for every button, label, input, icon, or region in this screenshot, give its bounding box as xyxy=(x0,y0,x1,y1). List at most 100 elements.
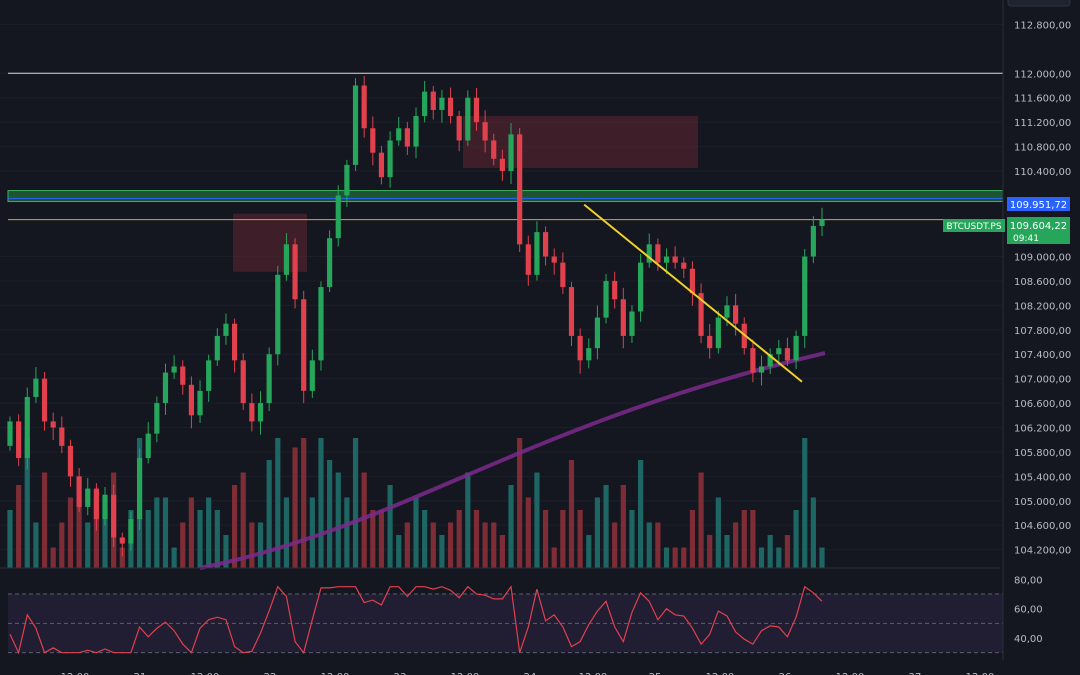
candle-body[interactable] xyxy=(301,299,307,391)
support-band-zone[interactable] xyxy=(7,190,1004,203)
candle-body[interactable] xyxy=(750,348,756,373)
candle-body[interactable] xyxy=(767,354,773,367)
trendline[interactable] xyxy=(583,203,803,383)
candle-body[interactable] xyxy=(352,85,359,165)
candle-body[interactable] xyxy=(793,335,799,361)
candle-body[interactable] xyxy=(309,360,315,391)
candle-body[interactable] xyxy=(465,97,471,141)
candle-body[interactable] xyxy=(378,152,385,178)
candle-body[interactable] xyxy=(413,116,419,147)
candle-body[interactable] xyxy=(7,421,13,446)
candle-body[interactable] xyxy=(629,311,635,336)
candle-body[interactable] xyxy=(491,140,497,159)
candle-body[interactable] xyxy=(102,494,108,520)
candle-body[interactable] xyxy=(154,403,160,434)
candle-body[interactable] xyxy=(672,256,678,263)
candle-body[interactable] xyxy=(387,140,393,178)
candle-body[interactable] xyxy=(24,396,30,459)
candle-body[interactable] xyxy=(733,305,739,324)
candle-body[interactable] xyxy=(119,537,125,544)
candle-body[interactable] xyxy=(784,348,791,361)
candle-body[interactable] xyxy=(810,225,816,257)
candle-body[interactable] xyxy=(715,317,721,349)
time-axis[interactable]: 12:00 21 12:00 22 12:00 23 12:00 24 12:00 25 12:00… xyxy=(61,672,995,675)
candle-body[interactable] xyxy=(603,280,609,318)
candle-body[interactable] xyxy=(275,274,281,355)
candle-body[interactable] xyxy=(638,262,644,312)
candle-body[interactable] xyxy=(542,232,549,257)
candle-body[interactable] xyxy=(171,366,177,373)
candle-body[interactable] xyxy=(232,323,238,361)
candle-body[interactable] xyxy=(655,244,661,263)
candle-body[interactable] xyxy=(283,244,290,275)
candle-body[interactable] xyxy=(577,335,583,361)
candle-body[interactable] xyxy=(162,372,169,404)
candle-body[interactable] xyxy=(612,280,618,300)
candle-body[interactable] xyxy=(681,262,687,269)
candle-body[interactable] xyxy=(67,445,74,477)
candle-body[interactable] xyxy=(257,403,264,422)
candle-body[interactable] xyxy=(620,299,626,336)
moving-average-line[interactable] xyxy=(199,351,826,570)
candle-body[interactable] xyxy=(33,378,39,397)
candle-body[interactable] xyxy=(335,195,341,239)
candle-body[interactable] xyxy=(689,268,696,294)
candle-body[interactable] xyxy=(473,97,480,123)
candle-body[interactable] xyxy=(59,427,65,446)
candle-body[interactable] xyxy=(456,116,462,141)
candle-body[interactable] xyxy=(551,256,557,263)
candle-body[interactable] xyxy=(50,421,56,428)
candle-body[interactable] xyxy=(318,287,324,361)
candlestick-series[interactable] xyxy=(7,75,825,557)
candle-body[interactable] xyxy=(517,134,523,245)
candle-body[interactable] xyxy=(698,293,704,336)
candle-body[interactable] xyxy=(594,317,600,349)
candle-body[interactable] xyxy=(586,348,592,361)
axis-settings-button[interactable] xyxy=(1007,0,1071,7)
candle-body[interactable] xyxy=(646,244,652,263)
candle-body[interactable] xyxy=(76,476,82,507)
candle-body[interactable] xyxy=(724,305,730,318)
candle-body[interactable] xyxy=(93,488,99,520)
candle-body[interactable] xyxy=(145,433,151,459)
candle-body[interactable] xyxy=(430,91,436,110)
candle-body[interactable] xyxy=(85,488,91,507)
candle-body[interactable] xyxy=(707,335,713,349)
candle-body[interactable] xyxy=(327,238,333,288)
candle-body[interactable] xyxy=(361,85,367,129)
candle-body[interactable] xyxy=(223,323,229,336)
candle-body[interactable] xyxy=(240,360,246,404)
candle-body[interactable] xyxy=(776,348,782,355)
supply-zone[interactable] xyxy=(463,116,698,168)
candle-body[interactable] xyxy=(370,128,376,153)
candle-body[interactable] xyxy=(344,164,350,196)
candle-body[interactable] xyxy=(292,244,298,300)
candle-body[interactable] xyxy=(802,256,808,336)
candle-body[interactable] xyxy=(396,128,402,141)
candle-body[interactable] xyxy=(197,390,203,416)
candle-body[interactable] xyxy=(266,354,272,404)
candle-body[interactable] xyxy=(758,366,765,373)
trendline-group[interactable] xyxy=(583,203,803,383)
candle-body[interactable] xyxy=(422,91,428,117)
candle-body[interactable] xyxy=(447,97,454,117)
candle-body[interactable] xyxy=(508,134,514,172)
candle-body[interactable] xyxy=(111,494,117,538)
candle-body[interactable] xyxy=(534,232,540,275)
candle-body[interactable] xyxy=(128,519,134,544)
candle-body[interactable] xyxy=(404,128,410,147)
candle-body[interactable] xyxy=(180,366,186,385)
candle-body[interactable] xyxy=(136,458,143,520)
candle-body[interactable] xyxy=(249,403,255,422)
rsi-line[interactable] xyxy=(9,585,823,655)
candle-body[interactable] xyxy=(439,97,445,110)
candle-body[interactable] xyxy=(499,158,505,172)
candle-body[interactable] xyxy=(206,360,212,391)
candle-body[interactable] xyxy=(188,384,194,416)
candle-body[interactable] xyxy=(560,262,566,288)
candle-body[interactable] xyxy=(214,335,220,361)
candle-body[interactable] xyxy=(525,244,531,275)
candle-body[interactable] xyxy=(819,219,825,226)
candle-body[interactable] xyxy=(41,378,48,422)
